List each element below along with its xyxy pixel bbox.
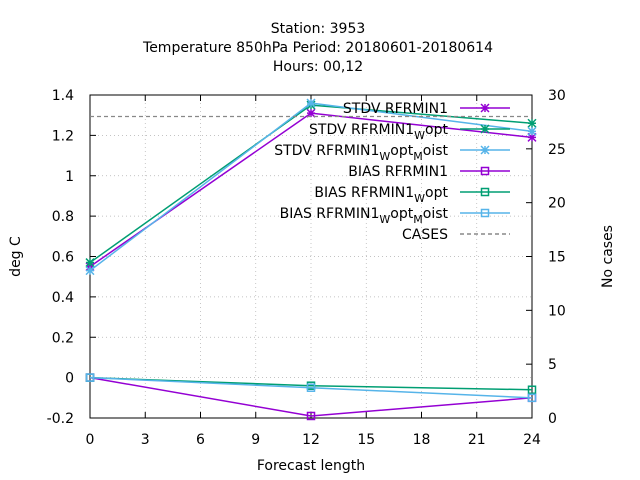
legend-label: BIAS RFRMIN1 (348, 164, 448, 180)
legend-item-3: BIAS RFRMIN1 (348, 164, 510, 180)
data-point (527, 126, 537, 136)
legend-item-2: STDV RFRMIN1WoptMoist (274, 143, 510, 163)
legend-marker (480, 166, 490, 176)
legend-label: BIAS RFRMIN1WoptMoist (280, 206, 449, 226)
y-tick-label: 0.4 (52, 290, 74, 306)
y2-axis: 0 5 10 15 20 25 30 (526, 88, 566, 427)
data-point (85, 266, 95, 276)
legend-label: CASES (402, 227, 448, 243)
legend-marker (480, 145, 490, 155)
x-tick-label: 18 (413, 432, 431, 448)
data-point (306, 98, 316, 108)
x-tick-label: 3 (141, 432, 150, 448)
series-2 (85, 98, 537, 276)
y2-tick-label: 25 (548, 142, 566, 158)
y2-axis-label: No cases (600, 225, 616, 288)
data-point (306, 383, 316, 392)
chart-title: Station: 3953 Temperature 850hPa Period: … (142, 21, 493, 75)
y2-tick-label: 0 (548, 411, 557, 427)
data-point (527, 132, 537, 142)
x-tick-label: 21 (468, 432, 486, 448)
y-axis: -0.2 0 0.2 0.4 0.6 0.8 1 1.2 1.4 (47, 88, 96, 427)
x-tick-label: 0 (86, 432, 95, 448)
data-point (527, 393, 537, 403)
series-line (89, 376, 533, 399)
y-tick-label: 0.2 (52, 330, 74, 346)
y2-tick-label: 10 (548, 303, 566, 319)
y2-tick-label: 5 (548, 357, 557, 373)
y-tick-label: -0.2 (47, 411, 74, 427)
legend-marker (480, 124, 490, 134)
x-axis-label: Forecast length (257, 458, 365, 474)
x-tick-label: 6 (196, 432, 205, 448)
y-tick-label: 0 (65, 371, 74, 387)
data-point (306, 411, 316, 421)
chart-title-line: Hours: 00,12 (273, 59, 363, 75)
legend-item-4: BIAS RFRMIN1Wopt (314, 185, 510, 205)
legend-label: STDV RFRMIN1Wopt (309, 122, 448, 142)
y2-tick-label: 15 (548, 250, 566, 266)
series-line (89, 376, 533, 417)
legend-item-0: STDV RFRMIN1 (343, 101, 510, 117)
legend-label: STDV RFRMIN1 (343, 101, 448, 117)
legend-marker (480, 103, 490, 113)
x-tick-label: 12 (302, 432, 320, 448)
legend-label: BIAS RFRMIN1Wopt (314, 185, 448, 205)
y2-tick-label: 20 (548, 196, 566, 212)
x-tick-label: 24 (523, 432, 541, 448)
y-axis-label: deg C (8, 236, 24, 277)
legend-label: STDV RFRMIN1WoptMoist (274, 143, 448, 163)
data-point (85, 258, 95, 268)
y-tick-label: 1 (65, 169, 74, 185)
legend-item-1: STDV RFRMIN1Wopt (309, 122, 510, 142)
series-5 (85, 373, 537, 403)
x-tick-label: 9 (251, 432, 260, 448)
data-point (85, 262, 95, 272)
x-tick-label: 15 (357, 432, 375, 448)
legend-item-5: BIAS RFRMIN1WoptMoist (280, 206, 510, 226)
legend-item-6: CASES (402, 227, 510, 243)
chart-title-line: Temperature 850hPa Period: 20180601-2018… (142, 40, 493, 56)
legend-marker (480, 187, 490, 197)
y-tick-label: 1.4 (52, 88, 74, 104)
grid-lines (90, 95, 532, 418)
series-group (85, 98, 537, 421)
chart-title-line: Station: 3953 (271, 21, 366, 37)
y-tick-label: 1.2 (52, 128, 74, 144)
data-point (306, 108, 316, 118)
y2-tick-label: 30 (548, 88, 566, 104)
y-tick-label: 0.8 (52, 209, 74, 225)
legend-marker (480, 208, 490, 218)
x-axis: 0 3 6 9 12 15 18 21 24 (86, 95, 541, 448)
data-point (85, 373, 95, 382)
data-point (527, 385, 537, 394)
y-tick-label: 0.6 (52, 250, 74, 266)
data-point (527, 118, 537, 128)
